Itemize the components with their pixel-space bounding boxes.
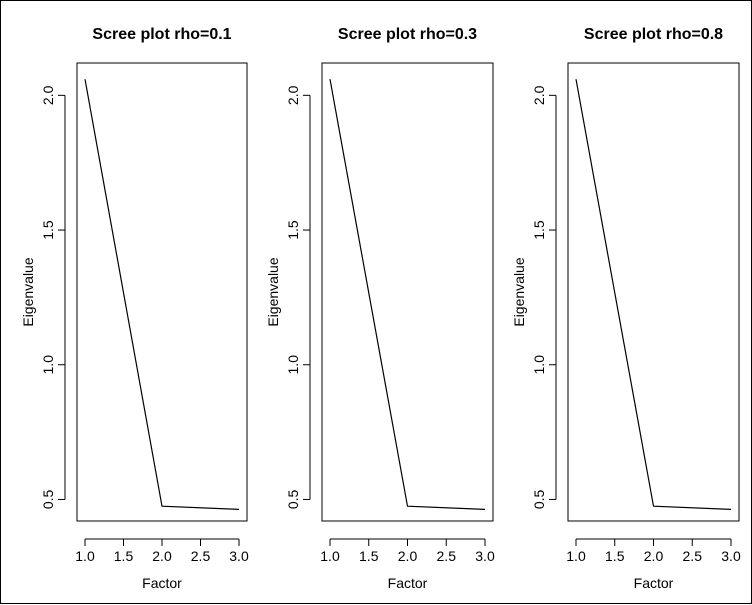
x-tick-label: 1.5 (605, 548, 625, 564)
eigenvalue-line (329, 79, 486, 510)
x-tick-label: 3.0 (475, 548, 495, 564)
y-axis-label: Eigenvalue (20, 257, 36, 326)
x-axis-label: Factor (142, 575, 182, 591)
y-tick-label: 1.0 (40, 355, 56, 375)
y-tick-label: 1.5 (285, 220, 301, 240)
plot-box (321, 62, 494, 522)
x-tick-label: 2.0 (644, 548, 664, 564)
x-axis-label: Factor (388, 575, 428, 591)
plot-box (76, 62, 248, 522)
chart-panel-3: Scree plot rho=0.8 1.0 1.5 2.0 2.5 3.0 Factor 0… (511, 26, 741, 591)
eigenvalue-line (575, 79, 732, 510)
y-tick-label: 0.5 (40, 490, 56, 510)
y-tick-label: 2.0 (531, 85, 547, 105)
x-tick-label: 3.0 (229, 548, 249, 564)
y-tick-label: 1.5 (531, 220, 547, 240)
y-tick-label: 1.0 (285, 355, 301, 375)
x-tick-label: 1.5 (359, 548, 379, 564)
chart-title: Scree plot rho=0.1 (92, 26, 231, 43)
y-tick-label: 0.5 (285, 490, 301, 510)
x-tick-label: 3.0 (721, 548, 741, 564)
chart-panel-2: Scree plot rho=0.3 1.0 1.5 2.0 2.5 3.0 Factor 0… (265, 26, 495, 591)
x-tick-label: 2.5 (437, 548, 457, 564)
x-axis-label: Factor (634, 575, 674, 591)
y-tick-label: 0.5 (531, 490, 547, 510)
eigenvalue-line (84, 79, 240, 510)
y-tick-label: 1.5 (40, 220, 56, 240)
x-tick-label: 1.0 (75, 548, 95, 564)
y-axis-label: Eigenvalue (511, 257, 527, 326)
x-tick-label: 2.0 (398, 548, 418, 564)
y-tick-label: 2.0 (40, 85, 56, 105)
x-tick-label: 1.0 (320, 548, 340, 564)
chart-title: Scree plot rho=0.3 (338, 26, 477, 43)
y-axis-label: Eigenvalue (265, 257, 281, 326)
y-tick-label: 2.0 (285, 85, 301, 105)
plot-box (567, 62, 740, 522)
x-tick-label: 2.5 (191, 548, 211, 564)
y-tick-label: 1.0 (531, 355, 547, 375)
chart-title: Scree plot rho=0.8 (584, 26, 723, 43)
x-tick-label: 1.0 (566, 548, 586, 564)
x-tick-label: 2.5 (683, 548, 703, 564)
x-tick-label: 2.0 (152, 548, 172, 564)
x-tick-label: 1.5 (114, 548, 134, 564)
chart-panel-1: Scree plot rho=0.1 1.0 1.5 2.0 2.5 3.0 Factor 0… (20, 26, 249, 591)
